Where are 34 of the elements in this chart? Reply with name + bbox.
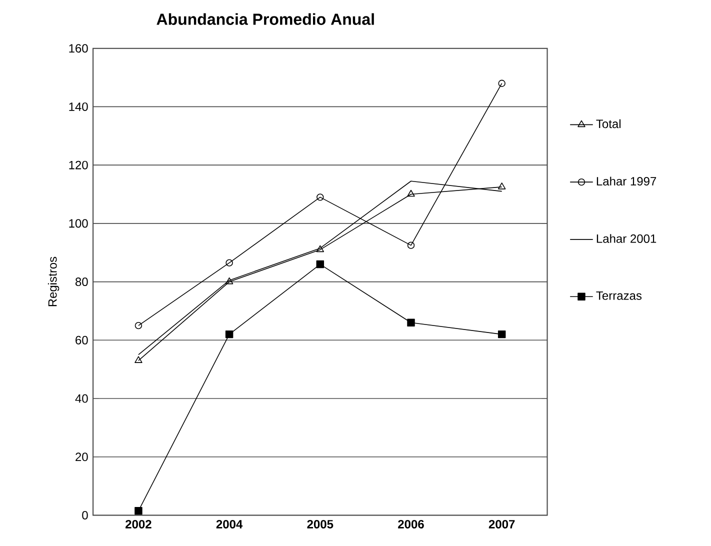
y-tick-label: 160 — [69, 44, 88, 52]
x-tick-label: 2004 — [216, 520, 243, 528]
chart-title: Abundancia Promedio Anual — [156, 13, 374, 25]
x-tick-label: 2007 — [488, 520, 515, 528]
point — [225, 330, 234, 338]
point — [134, 506, 142, 515]
point — [316, 260, 324, 268]
point — [498, 182, 506, 190]
y-tick-label: 140 — [69, 102, 88, 111]
point — [407, 190, 415, 197]
point — [498, 80, 506, 87]
point — [407, 318, 415, 326]
point — [316, 193, 324, 201]
y-axis-title: Registros — [48, 256, 60, 306]
y-tick-label: 80 — [76, 277, 88, 286]
point — [134, 322, 142, 330]
legend-label: Lahar 1997 — [596, 176, 656, 186]
point — [316, 245, 324, 252]
y-tick-label: 0 — [82, 510, 88, 520]
y-tick-label: 40 — [75, 394, 88, 403]
y-tick-label: 20 — [76, 452, 88, 462]
x-tick-label: 2005 — [307, 520, 334, 528]
y-tick-label: 60 — [76, 336, 88, 344]
y-tick-label: 120 — [69, 160, 88, 170]
legend-label: Total — [596, 119, 620, 128]
x-tick-label: 2002 — [126, 520, 152, 528]
point — [407, 242, 415, 249]
legend-label: Terrazas — [596, 291, 642, 300]
point — [498, 330, 506, 338]
point — [226, 259, 233, 266]
y-tick-label: 100 — [69, 219, 88, 228]
x-tick-label: 2006 — [398, 520, 424, 528]
point — [225, 277, 234, 284]
legend-label: Lahar 2001 — [596, 234, 656, 243]
